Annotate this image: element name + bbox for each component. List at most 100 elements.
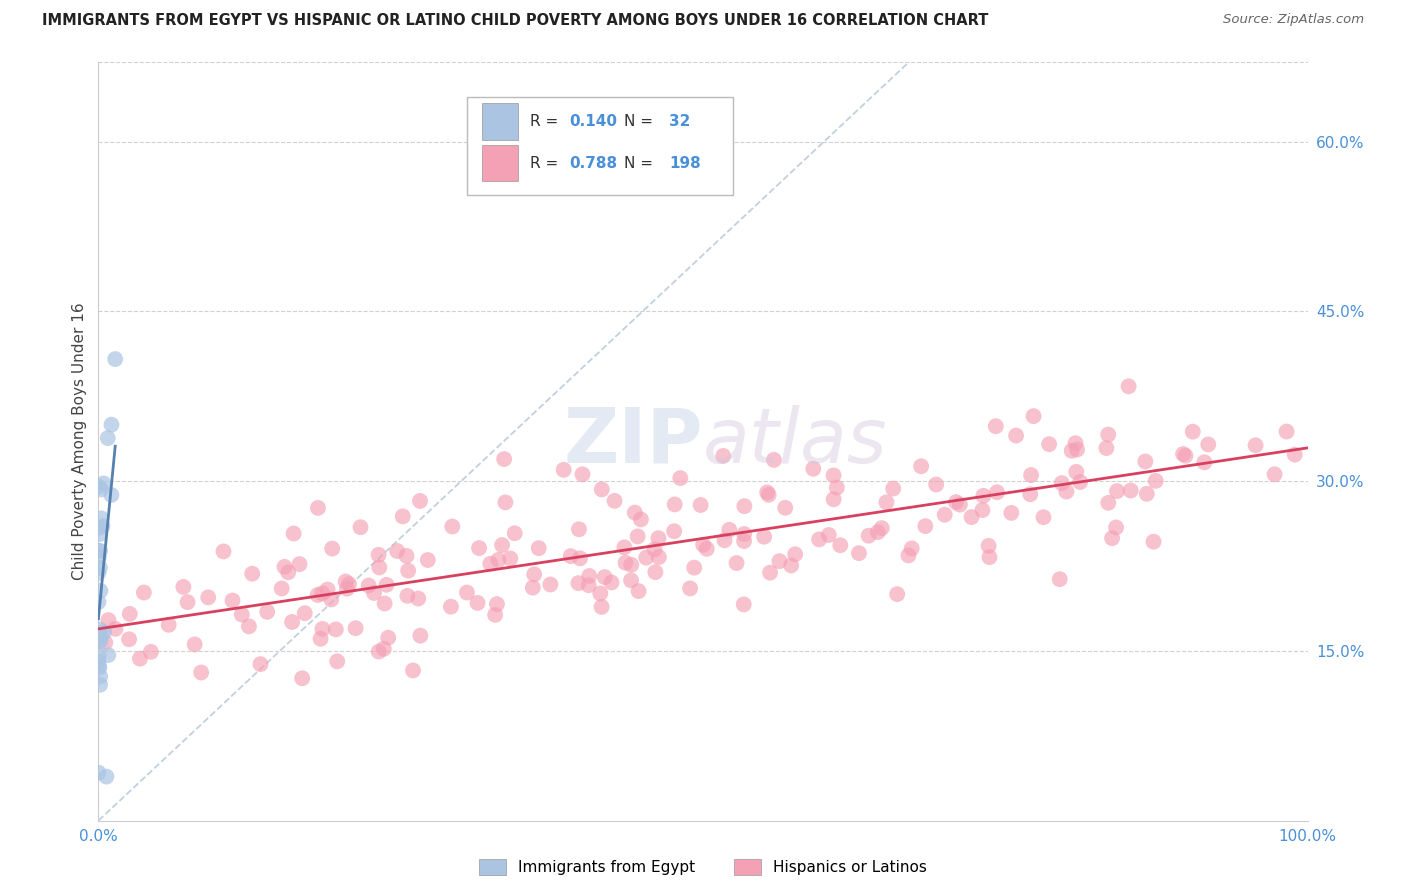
- Point: [934, 508, 956, 522]
- Point: [1144, 474, 1167, 488]
- Point: [89, 633, 111, 648]
- Point: [1181, 425, 1204, 439]
- Point: [1019, 468, 1042, 483]
- Point: [679, 582, 702, 596]
- Point: [337, 577, 360, 591]
- Point: [87, 654, 110, 668]
- Point: [87, 521, 110, 535]
- Point: [870, 521, 893, 535]
- Text: atlas: atlas: [703, 405, 887, 478]
- Point: [718, 523, 741, 537]
- Point: [87, 566, 110, 580]
- Point: [1032, 510, 1054, 524]
- Point: [713, 533, 735, 548]
- Point: [523, 567, 546, 582]
- Point: [1038, 437, 1060, 451]
- Point: [291, 671, 314, 685]
- Point: [571, 467, 593, 482]
- Point: [1064, 436, 1087, 450]
- Point: [93, 625, 115, 640]
- Point: [87, 595, 110, 609]
- Point: [321, 592, 343, 607]
- Point: [1244, 438, 1267, 452]
- Point: [630, 512, 652, 526]
- Point: [1066, 442, 1088, 457]
- Point: [139, 645, 162, 659]
- Point: [104, 622, 127, 636]
- Point: [733, 527, 755, 541]
- Point: [118, 607, 141, 621]
- Point: [664, 498, 686, 512]
- Point: [484, 607, 506, 622]
- Point: [91, 519, 114, 533]
- Point: [90, 511, 112, 525]
- Point: [560, 549, 582, 563]
- Point: [1264, 467, 1286, 482]
- Point: [858, 529, 880, 543]
- Point: [288, 557, 311, 571]
- Point: [578, 578, 600, 592]
- Point: [972, 489, 994, 503]
- Point: [578, 569, 600, 583]
- Point: [662, 524, 685, 539]
- Point: [97, 613, 120, 627]
- Point: [367, 548, 389, 562]
- Point: [538, 577, 561, 591]
- Point: [1171, 447, 1194, 461]
- Point: [591, 483, 613, 497]
- Point: [762, 453, 785, 467]
- Point: [1118, 379, 1140, 393]
- Point: [396, 589, 419, 603]
- Point: [627, 584, 650, 599]
- Point: [385, 544, 408, 558]
- Legend: Immigrants from Egypt, Hispanics or Latinos: Immigrants from Egypt, Hispanics or Lati…: [474, 855, 932, 880]
- Text: 0.140: 0.140: [569, 114, 617, 129]
- Point: [281, 615, 304, 629]
- Point: [977, 539, 1000, 553]
- Point: [87, 649, 110, 664]
- Point: [172, 580, 194, 594]
- Point: [648, 550, 671, 565]
- Point: [273, 559, 295, 574]
- Point: [979, 550, 1001, 565]
- Point: [801, 461, 824, 475]
- Point: [1019, 487, 1042, 501]
- Point: [696, 541, 718, 556]
- Point: [914, 519, 936, 533]
- Point: [1174, 449, 1197, 463]
- Point: [89, 561, 111, 575]
- Point: [984, 419, 1007, 434]
- Point: [240, 566, 263, 581]
- Point: [1275, 425, 1298, 439]
- Point: [733, 534, 755, 549]
- Text: Source: ZipAtlas.com: Source: ZipAtlas.com: [1223, 13, 1364, 27]
- Point: [759, 566, 782, 580]
- FancyBboxPatch shape: [482, 145, 517, 181]
- Point: [823, 492, 845, 507]
- Point: [689, 498, 711, 512]
- Text: N =: N =: [624, 156, 654, 170]
- Point: [321, 541, 343, 556]
- Point: [325, 623, 347, 637]
- Point: [910, 459, 932, 474]
- Point: [808, 533, 831, 547]
- Point: [349, 520, 371, 534]
- Point: [1054, 484, 1077, 499]
- Point: [567, 576, 589, 591]
- Point: [132, 585, 155, 599]
- Point: [900, 541, 922, 556]
- Point: [972, 503, 994, 517]
- Point: [307, 588, 329, 602]
- Text: 198: 198: [669, 156, 702, 170]
- Point: [647, 531, 669, 545]
- Point: [986, 485, 1008, 500]
- Point: [90, 483, 112, 497]
- Point: [1284, 448, 1306, 462]
- Point: [848, 546, 870, 560]
- Point: [97, 648, 120, 662]
- Point: [311, 622, 333, 636]
- Point: [522, 581, 544, 595]
- Point: [87, 480, 110, 494]
- Point: [336, 582, 359, 596]
- Point: [644, 542, 666, 557]
